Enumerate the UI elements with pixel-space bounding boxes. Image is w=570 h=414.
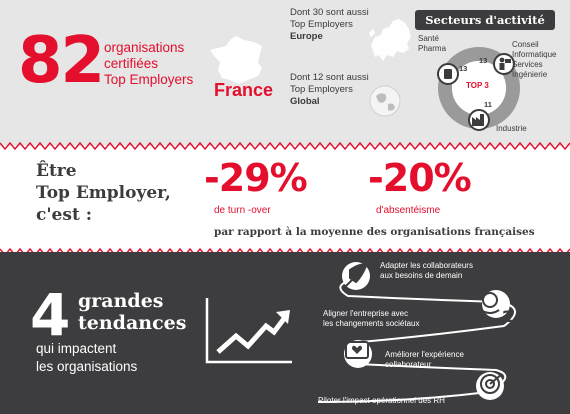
absenteeism-label: d'absentéisme (376, 205, 441, 216)
absenteeism-value: -20% (368, 156, 472, 200)
trend-4-marker: 4 (476, 372, 507, 410)
globe-icon (480, 292, 500, 314)
trends-subtitle-line2: les organisations (36, 359, 138, 374)
sector-consulting-label: Conseil Informatique Services Ingénierie (512, 40, 556, 80)
france-map-icon (210, 36, 262, 84)
europe-note-line2: Top Employers (290, 19, 353, 30)
global-note: Dont 12 sont aussi Top Employers Global (290, 72, 369, 108)
comparison-note: par rapport à la moyenne des organisatio… (214, 226, 535, 238)
global-note-line1: Dont 12 sont aussi (290, 72, 369, 83)
sector-consulting-line3: Services (512, 60, 543, 69)
sector-industry-label: Industrie (496, 124, 527, 133)
trend-chart-icon (205, 298, 292, 364)
benefits-intro-line3: c'est : (36, 205, 92, 225)
trends-title-line1: grandes (78, 290, 164, 312)
trend-3-line1: Améliorer l'expérience (385, 350, 464, 359)
factory-icon (468, 109, 490, 131)
europe-note-line3: Europe (290, 31, 323, 42)
sector-industry-count: 11 (484, 100, 492, 109)
sectors-ring (437, 47, 520, 131)
zigzag-divider (0, 138, 570, 152)
certified-line1: organisations (104, 40, 185, 55)
trends-path: 1 2 3 4 (318, 262, 516, 410)
globe-map-icon (369, 85, 401, 117)
trends-section (0, 252, 570, 414)
certified-count: 82 (18, 24, 105, 98)
trends-title: grandes tendances (78, 290, 186, 334)
turnover-value: -29% (204, 156, 308, 200)
sector-health-count: 13 (459, 64, 468, 73)
trends-subtitle-line1: qui impactent (36, 341, 117, 356)
benefits-intro-line1: Être (36, 161, 77, 181)
sector-consulting-line4: Ingénierie (512, 70, 548, 79)
certified-line3: Top Employers (104, 72, 194, 87)
turnover-label: de turn -over (214, 205, 271, 216)
country-label: France (214, 80, 274, 100)
trend-1-label: Adapter les collaborateurs aux besoins d… (380, 261, 473, 281)
sectors-title: Secteurs d'activité (415, 10, 555, 30)
europe-map-icon (369, 19, 411, 61)
trends-count: 4 (30, 281, 71, 349)
europe-note: Dont 30 sont aussi Top Employers Europe (290, 7, 369, 43)
trends-title-line2: tendances (78, 312, 187, 334)
trend-2-line1: Aligner l'entreprise avec (323, 309, 409, 318)
sector-consulting-line1: Conseil (512, 40, 539, 49)
sector-health-line1: Santé (418, 34, 439, 43)
global-note-line3: Global (290, 96, 320, 107)
benefits-intro: Être Top Employer, c'est : (36, 160, 171, 226)
pill-bottle-icon (437, 63, 459, 85)
target-icon (480, 373, 503, 394)
trend-2-line2: les changements sociétaux (323, 319, 420, 328)
svg-text:1: 1 (368, 279, 379, 298)
trend-3-line2: collaborateur (385, 360, 432, 369)
sector-consulting-count: 13 (479, 56, 488, 65)
svg-text:4: 4 (496, 391, 507, 410)
trend-2-label: Aligner l'entreprise avec les changement… (323, 309, 420, 329)
europe-note-line1: Dont 30 sont aussi (290, 7, 369, 18)
trend-3-marker: 3 (344, 340, 372, 384)
certified-description: organisations certifiées Top Employers (104, 40, 193, 88)
trend-2-marker: 2 (480, 290, 513, 326)
sector-health-label: Santé Pharma (418, 34, 446, 54)
certified-line2: certifiées (104, 56, 159, 71)
trend-1-marker: 1 (342, 262, 379, 298)
trend-4-label: Piloter l'impact opérationnel des RH (318, 396, 445, 405)
trend-1-line1: Adapter les collaborateurs (380, 261, 473, 270)
global-note-line2: Top Employers (290, 84, 353, 95)
person-presenting-icon (493, 53, 515, 75)
trend-3-label: Améliorer l'expérience collaborateur (385, 350, 464, 370)
sector-consulting-line2: Informatique (512, 50, 557, 59)
rocket-icon (345, 263, 368, 287)
trend-1-line2: aux besoins de demain (380, 271, 463, 280)
trends-subtitle: qui impactent les organisations (36, 340, 137, 376)
sector-health-line2: Pharma (418, 44, 447, 53)
svg-text:2: 2 (502, 307, 513, 326)
svg-text:3: 3 (348, 365, 359, 384)
heart-screen-icon (345, 341, 369, 359)
benefits-intro-line2: Top Employer, (36, 183, 171, 203)
sectors-center-label: TOP 3 (466, 81, 489, 90)
